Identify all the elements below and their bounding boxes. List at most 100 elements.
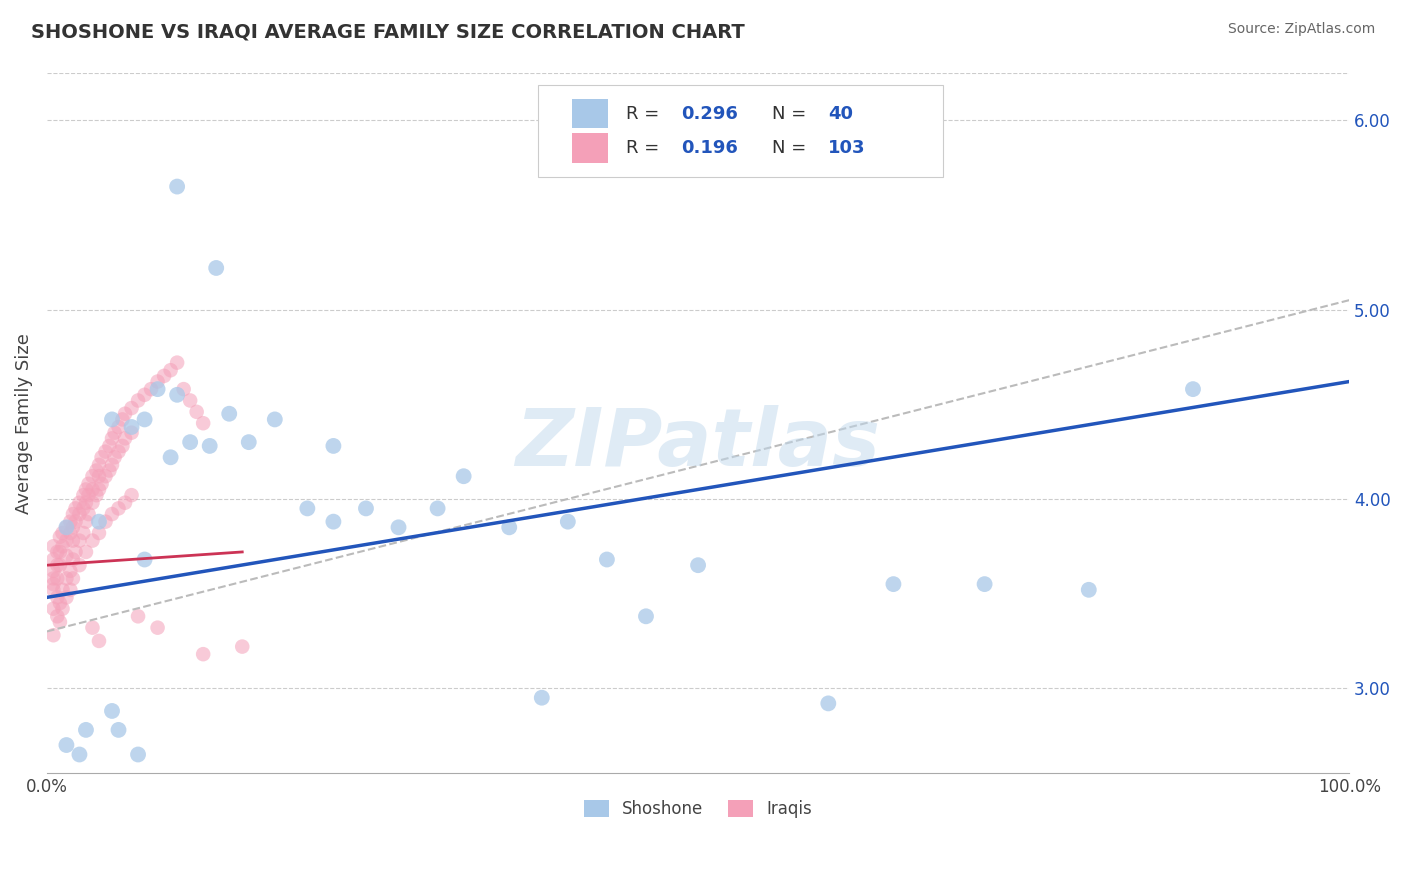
Point bbox=[134, 388, 156, 402]
Point bbox=[55, 533, 77, 548]
Point bbox=[55, 549, 77, 563]
Point bbox=[198, 439, 221, 453]
Point bbox=[146, 382, 169, 396]
Point bbox=[59, 526, 82, 541]
Point bbox=[69, 507, 91, 521]
Point bbox=[87, 515, 110, 529]
Point bbox=[1077, 582, 1099, 597]
Point bbox=[101, 507, 124, 521]
Point bbox=[82, 483, 104, 497]
Point bbox=[49, 558, 72, 573]
Point bbox=[65, 501, 87, 516]
Point bbox=[51, 539, 73, 553]
Text: ZIPatlas: ZIPatlas bbox=[516, 405, 880, 483]
Point bbox=[75, 483, 97, 497]
Point bbox=[121, 401, 143, 415]
Point bbox=[49, 545, 72, 559]
Point bbox=[82, 496, 104, 510]
Point bbox=[82, 469, 104, 483]
Point bbox=[205, 260, 228, 275]
Point bbox=[166, 388, 188, 402]
Point bbox=[263, 412, 285, 426]
Legend: Shoshone, Iraqis: Shoshone, Iraqis bbox=[576, 793, 820, 824]
Point bbox=[42, 582, 65, 597]
Text: N =: N = bbox=[772, 139, 813, 157]
Point bbox=[42, 577, 65, 591]
Point bbox=[69, 496, 91, 510]
Point bbox=[139, 382, 162, 396]
Point bbox=[42, 601, 65, 615]
Point bbox=[166, 356, 188, 370]
Point bbox=[62, 520, 84, 534]
Point bbox=[322, 439, 344, 453]
Point bbox=[65, 545, 87, 559]
FancyBboxPatch shape bbox=[538, 85, 943, 177]
Point bbox=[134, 412, 156, 426]
Point bbox=[62, 507, 84, 521]
Point bbox=[101, 412, 124, 426]
Point bbox=[193, 647, 215, 661]
Point bbox=[107, 501, 129, 516]
Point bbox=[146, 375, 169, 389]
Point bbox=[69, 558, 91, 573]
Point bbox=[46, 545, 69, 559]
Point bbox=[49, 596, 72, 610]
Point bbox=[127, 747, 149, 762]
Point bbox=[322, 515, 344, 529]
Point bbox=[42, 564, 65, 578]
Point bbox=[69, 747, 91, 762]
Point bbox=[72, 488, 94, 502]
Point bbox=[238, 435, 260, 450]
Text: SHOSHONE VS IRAQI AVERAGE FAMILY SIZE CORRELATION CHART: SHOSHONE VS IRAQI AVERAGE FAMILY SIZE CO… bbox=[31, 22, 745, 41]
Point bbox=[69, 533, 91, 548]
Point bbox=[104, 450, 127, 465]
Point bbox=[146, 621, 169, 635]
Point bbox=[173, 382, 195, 396]
Point bbox=[55, 591, 77, 605]
Point bbox=[90, 476, 112, 491]
Point bbox=[218, 407, 240, 421]
Point bbox=[121, 425, 143, 440]
Point bbox=[62, 552, 84, 566]
Point bbox=[42, 571, 65, 585]
Point bbox=[1181, 382, 1204, 396]
Point bbox=[973, 577, 995, 591]
Point bbox=[121, 488, 143, 502]
Point bbox=[179, 393, 201, 408]
Point bbox=[297, 501, 319, 516]
Point bbox=[55, 738, 77, 752]
Point bbox=[59, 582, 82, 597]
Text: 0.196: 0.196 bbox=[681, 139, 738, 157]
Point bbox=[46, 591, 69, 605]
Point bbox=[90, 450, 112, 465]
Point bbox=[75, 515, 97, 529]
Point bbox=[72, 501, 94, 516]
Point bbox=[87, 469, 110, 483]
Point bbox=[387, 520, 409, 534]
Point bbox=[596, 552, 619, 566]
Point bbox=[179, 435, 201, 450]
Point bbox=[77, 507, 100, 521]
Point bbox=[453, 469, 475, 483]
Point bbox=[107, 723, 129, 737]
Point bbox=[159, 450, 181, 465]
Point bbox=[94, 469, 117, 483]
Point bbox=[72, 526, 94, 541]
Text: 103: 103 bbox=[828, 139, 866, 157]
Text: N =: N = bbox=[772, 104, 813, 122]
Point bbox=[111, 439, 134, 453]
Point bbox=[354, 501, 377, 516]
Point bbox=[51, 526, 73, 541]
Point bbox=[193, 416, 215, 430]
Point bbox=[42, 552, 65, 566]
Point bbox=[94, 515, 117, 529]
Point bbox=[107, 420, 129, 434]
Point bbox=[134, 552, 156, 566]
Point bbox=[111, 412, 134, 426]
Point bbox=[87, 483, 110, 497]
Text: 0.296: 0.296 bbox=[681, 104, 738, 122]
Point bbox=[94, 444, 117, 458]
Point bbox=[98, 464, 121, 478]
Point bbox=[530, 690, 553, 705]
Point bbox=[62, 571, 84, 585]
